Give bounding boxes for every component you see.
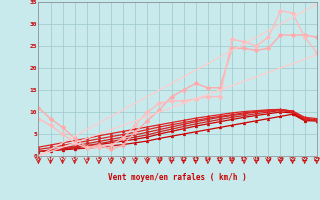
X-axis label: Vent moyen/en rafales ( km/h ): Vent moyen/en rafales ( km/h ) (108, 174, 247, 182)
